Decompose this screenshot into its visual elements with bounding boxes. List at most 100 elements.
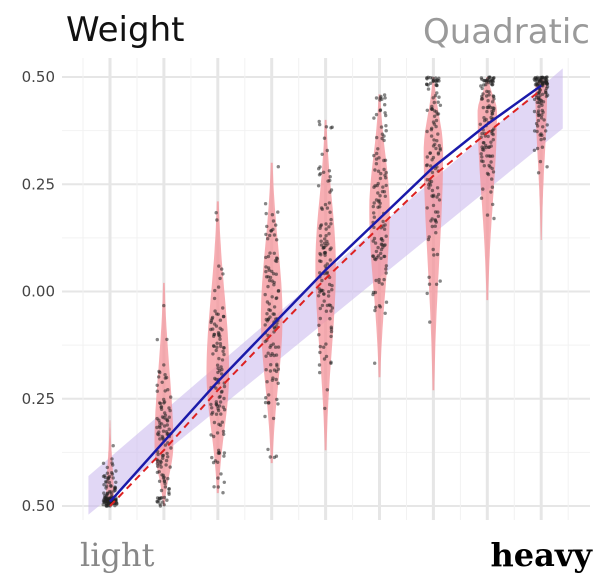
data-point	[276, 210, 280, 214]
data-point	[217, 395, 221, 399]
data-point	[162, 401, 166, 405]
data-point	[378, 194, 382, 198]
data-point	[481, 92, 485, 96]
data-point	[324, 222, 328, 226]
data-point	[161, 500, 165, 504]
data-point	[210, 455, 214, 460]
data-point	[272, 251, 276, 255]
data-point	[371, 239, 375, 243]
data-point	[372, 185, 376, 189]
data-point	[161, 453, 165, 458]
data-point	[215, 431, 220, 435]
data-point	[437, 198, 442, 202]
data-point	[379, 171, 383, 176]
data-point	[110, 461, 114, 465]
data-point	[539, 116, 544, 120]
data-point	[428, 151, 432, 155]
data-point	[218, 337, 222, 341]
data-point	[158, 401, 162, 405]
data-point	[329, 246, 333, 250]
data-point	[320, 152, 324, 156]
data-point	[271, 416, 276, 421]
data-point	[218, 334, 222, 338]
data-point	[268, 345, 272, 349]
data-point	[274, 223, 278, 227]
data-point	[109, 484, 113, 488]
data-point	[328, 303, 333, 308]
data-point	[435, 186, 440, 190]
data-point	[482, 164, 486, 168]
data-point	[479, 196, 484, 200]
data-point	[380, 282, 384, 286]
data-point	[533, 76, 537, 80]
data-point	[213, 309, 217, 313]
data-point	[490, 112, 494, 116]
data-point	[478, 122, 482, 127]
data-point	[317, 363, 322, 367]
data-point	[538, 159, 543, 164]
data-point	[437, 143, 441, 148]
data-point	[378, 108, 383, 112]
data-point	[537, 97, 541, 101]
data-point	[541, 100, 546, 104]
data-point	[158, 437, 162, 441]
data-point	[317, 333, 321, 337]
data-point	[378, 305, 383, 309]
data-point	[489, 115, 493, 120]
data-point	[211, 344, 216, 348]
data-point	[222, 408, 227, 412]
data-point	[219, 412, 223, 416]
data-point	[480, 155, 484, 159]
data-point	[383, 111, 387, 115]
data-point	[169, 395, 173, 399]
data-point	[319, 243, 324, 247]
data-point	[263, 292, 267, 297]
violin-6	[369, 94, 390, 378]
data-point	[155, 470, 160, 475]
data-point	[266, 351, 270, 355]
data-point	[213, 376, 217, 381]
data-point	[114, 480, 118, 484]
data-point	[382, 190, 387, 194]
data-point	[165, 432, 169, 436]
data-point	[430, 158, 434, 162]
data-point	[427, 186, 431, 190]
data-point	[376, 181, 380, 186]
data-point	[329, 222, 333, 226]
data-point	[438, 146, 442, 151]
data-point	[483, 134, 487, 138]
data-point	[323, 264, 327, 268]
y-tick-label: 0.00	[22, 283, 55, 301]
data-point	[158, 425, 162, 430]
data-point	[382, 277, 386, 282]
data-point	[266, 284, 270, 289]
data-point	[222, 384, 227, 389]
data-point	[538, 94, 542, 98]
data-point	[329, 329, 334, 334]
data-point	[217, 264, 221, 268]
data-point	[487, 78, 491, 83]
data-point	[485, 109, 489, 114]
data-point	[270, 213, 275, 217]
data-point	[322, 292, 326, 296]
data-point	[222, 454, 226, 458]
data-point	[214, 386, 218, 390]
data-point	[323, 202, 328, 207]
data-point	[324, 342, 328, 346]
data-point	[376, 147, 380, 151]
data-point	[484, 143, 488, 148]
data-point	[276, 289, 281, 293]
data-point	[323, 253, 327, 257]
data-point	[384, 170, 388, 175]
data-point	[216, 451, 221, 455]
data-point	[272, 305, 277, 309]
data-point	[328, 210, 332, 214]
data-point	[165, 423, 169, 427]
data-point	[376, 245, 380, 250]
data-point	[274, 353, 279, 357]
data-point	[263, 414, 267, 419]
data-point	[221, 491, 225, 495]
data-point	[265, 224, 269, 229]
data-point	[487, 145, 491, 149]
